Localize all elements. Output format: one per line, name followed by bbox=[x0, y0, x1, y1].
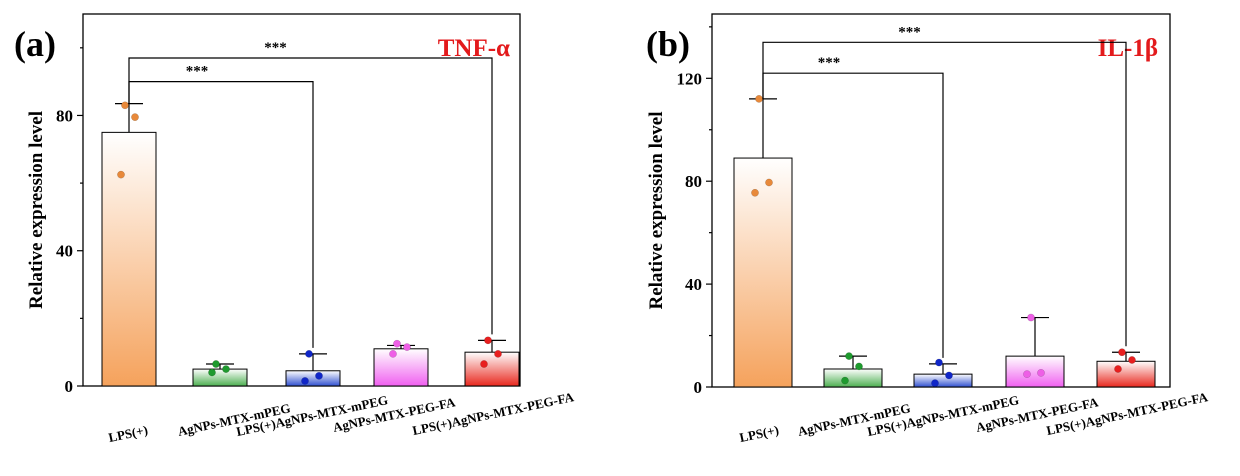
significance-label: *** bbox=[898, 24, 921, 40]
y-tick-label: 40 bbox=[685, 275, 702, 294]
data-point bbox=[1037, 369, 1045, 377]
data-point bbox=[480, 360, 488, 368]
data-point bbox=[935, 358, 943, 367]
data-point bbox=[208, 368, 216, 377]
data-point bbox=[222, 365, 230, 373]
chart-title: IL-1β bbox=[1098, 35, 1158, 62]
bar bbox=[823, 368, 883, 388]
panel-label: (b) bbox=[646, 24, 690, 64]
x-tick-label: LPS(+) bbox=[738, 422, 780, 445]
data-point bbox=[117, 170, 125, 179]
bar bbox=[192, 368, 248, 387]
significance-label: *** bbox=[186, 64, 209, 80]
data-point bbox=[315, 372, 323, 380]
data-point bbox=[1023, 370, 1031, 378]
data-point bbox=[1118, 348, 1126, 357]
data-point bbox=[393, 339, 401, 348]
data-point bbox=[845, 352, 853, 360]
y-axis-title: Relative expression level bbox=[26, 111, 47, 309]
data-point bbox=[121, 101, 129, 110]
x-tick-label: LPS(+) bbox=[107, 422, 149, 445]
data-point bbox=[389, 350, 397, 358]
bar bbox=[101, 131, 157, 387]
significance-label: *** bbox=[264, 40, 287, 56]
y-tick-label: 80 bbox=[685, 172, 702, 191]
significance-label: *** bbox=[818, 55, 841, 71]
significance-bracket bbox=[762, 41, 1127, 347]
data-point bbox=[765, 178, 773, 187]
y-tick-label: 80 bbox=[56, 106, 73, 125]
data-point bbox=[494, 350, 502, 358]
data-point bbox=[301, 377, 309, 385]
bar bbox=[464, 351, 520, 387]
data-point bbox=[305, 350, 313, 358]
significance-bracket bbox=[128, 81, 314, 348]
y-axis-title: Relative expression level bbox=[646, 111, 667, 309]
data-point bbox=[945, 371, 953, 380]
bar bbox=[1096, 360, 1156, 388]
y-tick-label: 0 bbox=[694, 378, 703, 397]
y-tick-label: 40 bbox=[56, 242, 73, 261]
data-point bbox=[131, 113, 139, 121]
bar bbox=[733, 157, 793, 388]
bar bbox=[913, 373, 973, 388]
bar bbox=[285, 370, 341, 387]
data-point bbox=[931, 379, 939, 387]
data-point bbox=[1114, 365, 1122, 373]
data-point bbox=[403, 343, 411, 351]
data-point bbox=[755, 95, 763, 103]
panel-label: (a) bbox=[14, 24, 56, 64]
data-point bbox=[751, 188, 759, 197]
data-point bbox=[484, 336, 492, 345]
data-point bbox=[855, 362, 863, 371]
panel-b: 0 40 80 120 Relative expression level (b) IL-1… bbox=[646, 13, 1210, 445]
x-tick-label: LPS(+)AgNPs-MTX-PEG-FA bbox=[411, 389, 576, 438]
bar bbox=[1005, 355, 1065, 388]
data-point bbox=[212, 360, 220, 368]
significance-bracket bbox=[128, 57, 493, 335]
y-tick-label: 120 bbox=[677, 69, 703, 88]
data-point bbox=[1128, 356, 1136, 364]
data-point bbox=[841, 376, 849, 385]
data-point bbox=[1027, 313, 1035, 322]
y-tick-label: 0 bbox=[65, 377, 74, 396]
bar bbox=[373, 348, 429, 387]
